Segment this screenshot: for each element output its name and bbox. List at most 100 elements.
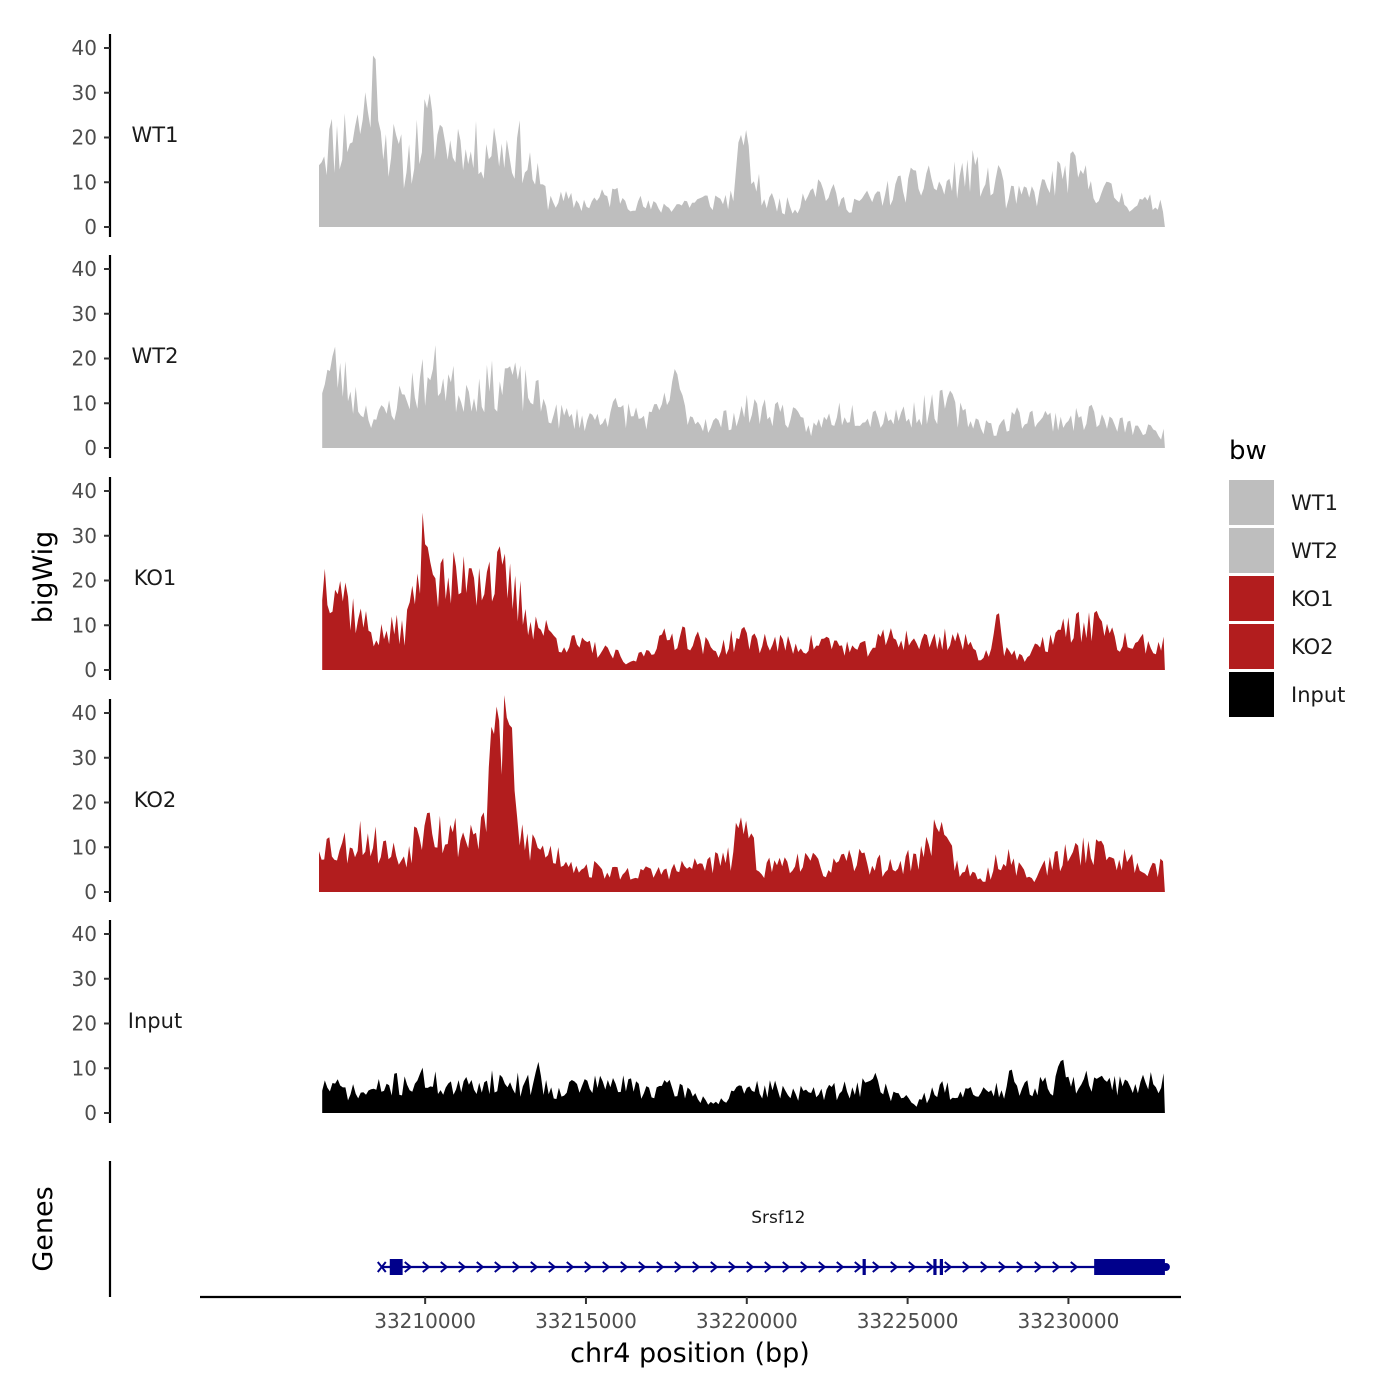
legend-swatch-ko2 (1229, 624, 1274, 669)
strand-chevron (890, 1261, 899, 1273)
strand-chevron (764, 1261, 773, 1273)
y-tick-label: 30 (72, 746, 97, 770)
exon-block (389, 1259, 403, 1275)
legend-label-ko2: KO2 (1291, 635, 1334, 659)
strand-chevron (494, 1261, 503, 1273)
panel-label-ko1: KO1 (134, 566, 177, 590)
x-axis-title: chr4 position (bp) (570, 1338, 810, 1369)
y-tick-label: 20 (72, 1012, 97, 1036)
y-tick-label: 40 (72, 922, 97, 946)
strand-chevron (638, 1261, 647, 1273)
y-tick-label: 10 (72, 1056, 97, 1080)
strand-chevron (926, 1261, 935, 1273)
signal-area-wt1 (319, 55, 1165, 227)
signal-area-wt2 (322, 345, 1165, 448)
y-axis-title: bigWig (28, 531, 59, 624)
legend: bw WT1 WT2 KO1 KO2 Input (1229, 436, 1345, 717)
track-panel-input: 0 10 20 30 40 Input (72, 920, 1165, 1125)
strand-chevron (800, 1261, 809, 1273)
gene-track-label: Genes (28, 1186, 59, 1271)
strand-chevron (1052, 1261, 1061, 1273)
strand-chevron (944, 1261, 953, 1273)
y-tick-label: 20 (72, 569, 97, 593)
y-tick-label: 40 (72, 36, 97, 60)
strand-chevron (476, 1261, 485, 1273)
x-tick-label: 33230000 (1018, 1309, 1120, 1333)
strand-chevron (548, 1261, 557, 1273)
legend-swatch-ko1 (1229, 576, 1274, 621)
strand-chevron (1070, 1261, 1079, 1273)
strand-chevron (620, 1261, 629, 1273)
y-tick-label: 40 (72, 701, 97, 725)
y-tick-label: 10 (72, 613, 97, 637)
legend-title: bw (1229, 436, 1267, 466)
x-axis: 33210000 33215000 33220000 33225000 33230000 (200, 1295, 1181, 1333)
exon-block (1094, 1259, 1165, 1275)
track-panel-ko1: 0 10 20 30 40 KO1 (72, 477, 1165, 682)
strand-chevron (584, 1261, 593, 1273)
y-tick-label: 10 (72, 391, 97, 415)
strand-chevron (728, 1261, 737, 1273)
strand-chevron (512, 1261, 521, 1273)
strand-chevron (404, 1261, 413, 1273)
y-tick-label: 10 (72, 170, 97, 194)
y-tick-label: 0 (84, 880, 97, 904)
track-panel-wt1: 0 10 20 30 40 WT1 (72, 34, 1165, 239)
y-tick-label: 20 (72, 126, 97, 150)
y-tick-label: 20 (72, 791, 97, 815)
strand-chevron (836, 1261, 845, 1273)
signal-area-ko2 (319, 695, 1165, 892)
exon-block (862, 1259, 866, 1275)
legend-label-wt2: WT2 (1291, 539, 1338, 563)
strand-chevron (1034, 1261, 1043, 1273)
y-tick-label: 30 (72, 967, 97, 991)
strand-chevron (980, 1261, 989, 1273)
strand-chevron (1016, 1261, 1025, 1273)
legend-swatch-wt2 (1229, 528, 1274, 573)
panel-label-ko2: KO2 (134, 788, 177, 812)
legend-swatch-input (1229, 672, 1274, 717)
signal-area-input (322, 1059, 1165, 1113)
strand-chevron (998, 1261, 1007, 1273)
y-tick-label: 10 (72, 835, 97, 859)
legend-label-wt1: WT1 (1291, 491, 1338, 515)
strand-chevron (566, 1261, 575, 1273)
x-tick-label: 33220000 (696, 1309, 798, 1333)
strand-chevron (962, 1261, 971, 1273)
y-tick-label: 0 (84, 215, 97, 239)
y-tick-label: 30 (72, 81, 97, 105)
gene-track: Genes Srsf12 (28, 1161, 1170, 1297)
y-tick-label: 20 (72, 347, 97, 371)
gene-start-marker (376, 1261, 387, 1273)
gene-end-marker (1161, 1263, 1170, 1271)
track-panel-wt2: 0 10 20 30 40 WT2 (72, 255, 1165, 460)
signal-area-ko1 (322, 512, 1165, 670)
gene-name-srsf12: Srsf12 (751, 1208, 805, 1228)
strand-chevron (818, 1261, 827, 1273)
x-tick-label: 33210000 (374, 1309, 476, 1333)
y-tick-label: 0 (84, 658, 97, 682)
strand-chevron (692, 1261, 701, 1273)
strand-chevron (440, 1261, 449, 1273)
strand-chevron (908, 1261, 917, 1273)
strand-chevron (530, 1261, 539, 1273)
strand-chevron (872, 1261, 881, 1273)
strand-chevron (710, 1261, 719, 1273)
y-tick-label: 0 (84, 436, 97, 460)
y-tick-label: 0 (84, 1101, 97, 1125)
panel-label-wt1: WT1 (132, 123, 179, 147)
y-tick-label: 40 (72, 257, 97, 281)
panel-label-input: Input (128, 1009, 182, 1033)
strand-chevron (602, 1261, 611, 1273)
legend-label-input: Input (1291, 683, 1345, 707)
legend-label-ko1: KO1 (1291, 587, 1334, 611)
strand-chevron (746, 1261, 755, 1273)
strand-chevron (854, 1261, 863, 1273)
strand-chevron (656, 1261, 665, 1273)
y-tick-label: 30 (72, 302, 97, 326)
strand-chevron (674, 1261, 683, 1273)
y-tick-label: 40 (72, 479, 97, 503)
signal-panels: 0 10 20 30 40 WT1 0 10 20 30 40 WT2 0 10 20 30 40 KO1 0 10 2… (72, 34, 1165, 1125)
